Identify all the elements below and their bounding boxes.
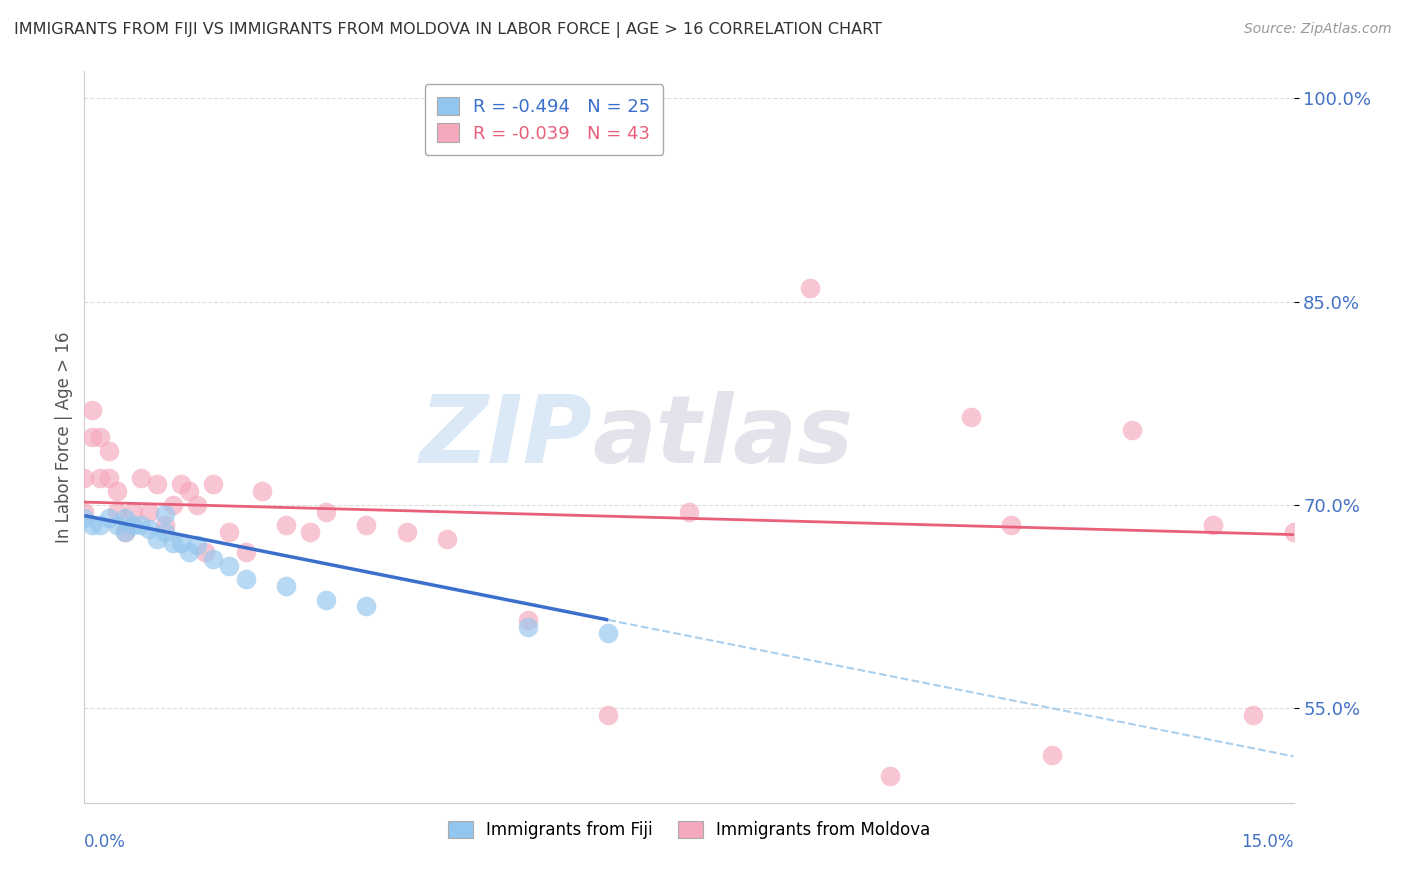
Point xyxy=(235,545,257,559)
Point xyxy=(1040,748,1063,763)
Point xyxy=(598,626,620,640)
Point xyxy=(114,524,136,539)
Point xyxy=(170,477,193,491)
Point xyxy=(153,524,176,539)
Point xyxy=(274,579,297,593)
Point xyxy=(516,613,538,627)
Y-axis label: In Labor Force | Age > 16: In Labor Force | Age > 16 xyxy=(55,331,73,543)
Point xyxy=(202,552,225,566)
Text: ZIP: ZIP xyxy=(419,391,592,483)
Point xyxy=(186,538,208,552)
Point xyxy=(1241,707,1264,722)
Point xyxy=(146,532,169,546)
Point xyxy=(129,471,152,485)
Point xyxy=(97,471,120,485)
Point xyxy=(395,524,418,539)
Text: Source: ZipAtlas.com: Source: ZipAtlas.com xyxy=(1244,22,1392,37)
Point xyxy=(516,620,538,634)
Point xyxy=(678,505,700,519)
Point xyxy=(105,484,128,499)
Point xyxy=(146,477,169,491)
Point xyxy=(356,518,378,533)
Point xyxy=(879,769,901,783)
Point xyxy=(218,524,240,539)
Point xyxy=(121,505,143,519)
Point xyxy=(162,498,184,512)
Point xyxy=(299,524,322,539)
Point xyxy=(82,403,104,417)
Point xyxy=(1121,423,1143,437)
Point xyxy=(194,545,217,559)
Legend: Immigrants from Fiji, Immigrants from Moldova: Immigrants from Fiji, Immigrants from Mo… xyxy=(441,814,936,846)
Point xyxy=(186,498,208,512)
Text: IMMIGRANTS FROM FIJI VS IMMIGRANTS FROM MOLDOVA IN LABOR FORCE | AGE > 16 CORREL: IMMIGRANTS FROM FIJI VS IMMIGRANTS FROM … xyxy=(14,22,882,38)
Point xyxy=(274,518,297,533)
Point xyxy=(73,505,96,519)
Text: 15.0%: 15.0% xyxy=(1241,833,1294,851)
Text: 0.0%: 0.0% xyxy=(84,833,127,851)
Point xyxy=(162,535,184,549)
Point xyxy=(89,518,111,533)
Point xyxy=(138,522,160,536)
Text: atlas: atlas xyxy=(592,391,853,483)
Point xyxy=(315,505,337,519)
Point xyxy=(235,572,257,586)
Point xyxy=(1202,518,1225,533)
Point xyxy=(114,524,136,539)
Point xyxy=(138,505,160,519)
Point xyxy=(105,505,128,519)
Point xyxy=(179,484,201,499)
Point xyxy=(356,599,378,614)
Point xyxy=(436,532,458,546)
Point xyxy=(179,545,201,559)
Point xyxy=(97,443,120,458)
Point xyxy=(799,281,821,295)
Point xyxy=(218,558,240,573)
Point xyxy=(129,518,152,533)
Point xyxy=(82,518,104,533)
Point xyxy=(153,508,176,522)
Point xyxy=(89,471,111,485)
Point xyxy=(73,511,96,525)
Point xyxy=(89,430,111,444)
Point xyxy=(73,471,96,485)
Point xyxy=(153,518,176,533)
Point xyxy=(202,477,225,491)
Point xyxy=(121,518,143,533)
Point xyxy=(960,409,983,424)
Point xyxy=(114,511,136,525)
Point xyxy=(250,484,273,499)
Point xyxy=(1282,524,1305,539)
Point xyxy=(82,430,104,444)
Point xyxy=(315,592,337,607)
Point xyxy=(598,707,620,722)
Point xyxy=(97,511,120,525)
Point xyxy=(170,535,193,549)
Point xyxy=(105,518,128,533)
Point xyxy=(1000,518,1022,533)
